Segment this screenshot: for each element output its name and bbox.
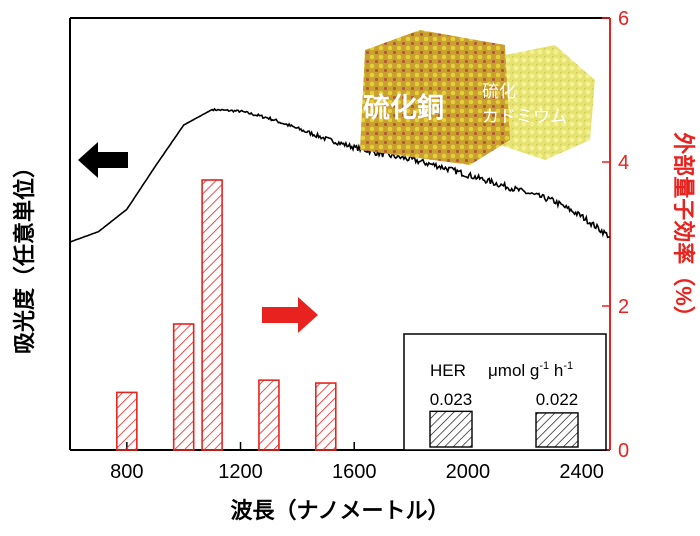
x-tick-label: 1600 [332,461,377,483]
her-unit: μmol g-1 h-1 [488,360,573,380]
absorbance-line [69,107,611,243]
eqe-bar [314,382,337,451]
y-right-tick-label: 0 [618,440,629,462]
her-bar [535,412,579,448]
left-arrow [78,142,128,178]
eqe-bar [258,379,280,451]
her-bar [429,410,473,448]
eqe-bar [201,179,223,451]
eqe-bar [116,391,138,451]
cus-label: 硫化銅 [363,92,444,123]
x-tick-label: 1200 [218,461,263,483]
eqe-bars [116,179,337,451]
crystal-illustration: 硫化銅 硫化 カドミウム [360,30,595,165]
y-right-tick-label: 2 [618,296,629,318]
cds-crystal [500,45,595,160]
her-inset: HER μmol g-1 h-1 0.023 0.022 [403,333,607,451]
y-right-tick-label: 6 [618,8,629,30]
x-tick-label: 800 [110,461,143,483]
her-value-label: 0.023 [430,390,473,409]
left-axis-title: 吸光度（任意単位） [12,156,37,354]
her-label: HER [430,361,466,380]
x-tick-label: 2000 [446,461,491,483]
right-axis-title: 外部量子効率（%） [671,132,696,328]
her-bars: 0.023 0.022 [429,390,579,448]
x-axis-title: 波長（ナノメートル） [231,498,450,523]
y-right-tick-label: 4 [618,152,629,174]
right-arrow [262,297,318,333]
cds-label-line2: カドミウム [482,107,567,126]
cds-label-line1: 硫化 [482,82,516,101]
cus-crystal [360,30,510,165]
her-value-label: 0.022 [536,390,579,409]
x-tick-label: 2400 [559,461,604,483]
eqe-bar [172,323,195,451]
